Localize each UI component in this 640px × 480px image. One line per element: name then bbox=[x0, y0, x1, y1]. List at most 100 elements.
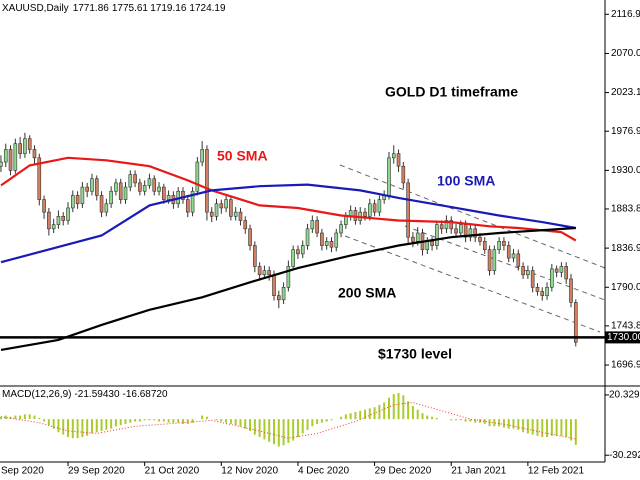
header-value: 1724.19 bbox=[189, 3, 226, 14]
candle-body bbox=[511, 253, 516, 259]
chart-title: GOLD D1 timeframe bbox=[385, 84, 518, 100]
candle-body bbox=[363, 211, 367, 217]
y-tick-label: 2116.90 bbox=[611, 9, 640, 20]
candle-body bbox=[305, 228, 310, 246]
candle-body bbox=[61, 216, 66, 221]
x-tick-label: 21 Oct 2020 bbox=[145, 466, 200, 477]
candle-body bbox=[37, 157, 42, 200]
candle-body bbox=[262, 270, 267, 276]
candle-body bbox=[435, 224, 439, 246]
candle-body bbox=[468, 228, 473, 238]
y-tick-label: 1930.00 bbox=[611, 165, 640, 176]
candle-body bbox=[545, 286, 549, 296]
candle-body bbox=[253, 245, 257, 267]
candle-body bbox=[209, 211, 214, 217]
candle-body bbox=[166, 195, 171, 200]
sma-label: 200 SMA bbox=[338, 285, 396, 301]
y-tick-label: 2023.15 bbox=[611, 87, 640, 98]
candle-body bbox=[272, 274, 276, 296]
candle-body bbox=[497, 241, 501, 251]
candle-body bbox=[502, 241, 506, 246]
candle-body bbox=[401, 165, 406, 184]
candle-body bbox=[162, 186, 166, 200]
candle-body bbox=[315, 220, 319, 234]
candle-body bbox=[66, 207, 70, 221]
candle-body bbox=[415, 232, 420, 242]
candle-body bbox=[300, 245, 305, 255]
candle-body bbox=[353, 210, 358, 221]
level-tag bbox=[605, 331, 640, 344]
candle-body bbox=[377, 199, 382, 213]
candle-body bbox=[109, 190, 113, 205]
candle-body bbox=[90, 178, 94, 192]
candle-body bbox=[473, 228, 477, 238]
candle-body bbox=[276, 295, 281, 301]
candle-body bbox=[3, 149, 8, 163]
candle-body bbox=[267, 270, 272, 276]
channel-line bbox=[344, 235, 601, 333]
candle-body bbox=[310, 220, 315, 230]
candle-body bbox=[214, 203, 219, 217]
candle-body bbox=[487, 249, 492, 271]
y-tick-label: 1743.80 bbox=[611, 321, 640, 332]
candle-body bbox=[94, 178, 99, 196]
macd-label-part: -16.68720 bbox=[123, 389, 168, 400]
y-tick-label: 20.3290 bbox=[609, 390, 640, 401]
candle-body bbox=[540, 291, 545, 296]
candle-body bbox=[559, 266, 564, 273]
candle-body bbox=[233, 211, 238, 217]
candle-body bbox=[190, 190, 195, 213]
header-value: 1719.16 bbox=[150, 3, 187, 14]
candle-body bbox=[238, 211, 243, 221]
candle-body bbox=[396, 153, 401, 167]
candle-body bbox=[85, 186, 89, 192]
header: XAUUSD,Daily 1771.86 1775.61 1719.16 1724.19 bbox=[2, 3, 226, 14]
sma-label: 50 SMA bbox=[217, 148, 268, 164]
candle-body bbox=[219, 203, 224, 209]
candle-body bbox=[425, 241, 430, 251]
candle-body bbox=[118, 182, 123, 200]
y-tick-label: -30.2920 bbox=[609, 450, 640, 461]
x-tick-label: 29 Dec 2020 bbox=[375, 466, 432, 477]
candle-body bbox=[0, 161, 3, 167]
y-tick-label: 1790.00 bbox=[611, 282, 640, 293]
candle-body bbox=[51, 224, 56, 230]
candle-body bbox=[387, 157, 391, 196]
candle-body bbox=[439, 224, 444, 230]
candle-body bbox=[454, 228, 458, 234]
candle-body bbox=[459, 224, 463, 234]
candle-body bbox=[114, 182, 118, 192]
candle-body bbox=[492, 249, 497, 271]
level-name: $1730 level bbox=[378, 346, 452, 362]
candle-body bbox=[339, 224, 343, 234]
sma-line bbox=[0, 183, 576, 264]
candle-body bbox=[291, 249, 295, 267]
symbol: XAUUSD,Daily bbox=[2, 3, 69, 14]
candle-body bbox=[372, 203, 377, 213]
candle-body bbox=[554, 268, 559, 273]
x-tick-label: 12 Nov 2020 bbox=[221, 466, 278, 477]
candle-body bbox=[138, 182, 142, 192]
candle-body bbox=[8, 149, 13, 171]
candle-body bbox=[344, 216, 348, 225]
candle-body bbox=[75, 195, 80, 205]
candle-body bbox=[324, 241, 329, 246]
candle-body bbox=[157, 186, 161, 192]
candle-body bbox=[444, 220, 449, 230]
sma-label: 100 SMA bbox=[437, 173, 495, 189]
header-value: 1775.61 bbox=[112, 3, 149, 14]
candle-body bbox=[71, 195, 75, 209]
candle-body bbox=[257, 266, 262, 276]
candle-body bbox=[521, 266, 525, 276]
candle-body bbox=[526, 270, 530, 276]
candle-body bbox=[104, 203, 109, 213]
y-tick-label: 2070.00 bbox=[611, 48, 640, 59]
candle-body bbox=[205, 149, 209, 213]
candle-body bbox=[195, 161, 200, 192]
candle-body bbox=[430, 241, 434, 246]
candle-body bbox=[147, 178, 152, 186]
candle-body bbox=[224, 199, 228, 209]
candle-body bbox=[128, 174, 133, 188]
x-tick-label: Sep 2020 bbox=[1, 466, 44, 477]
